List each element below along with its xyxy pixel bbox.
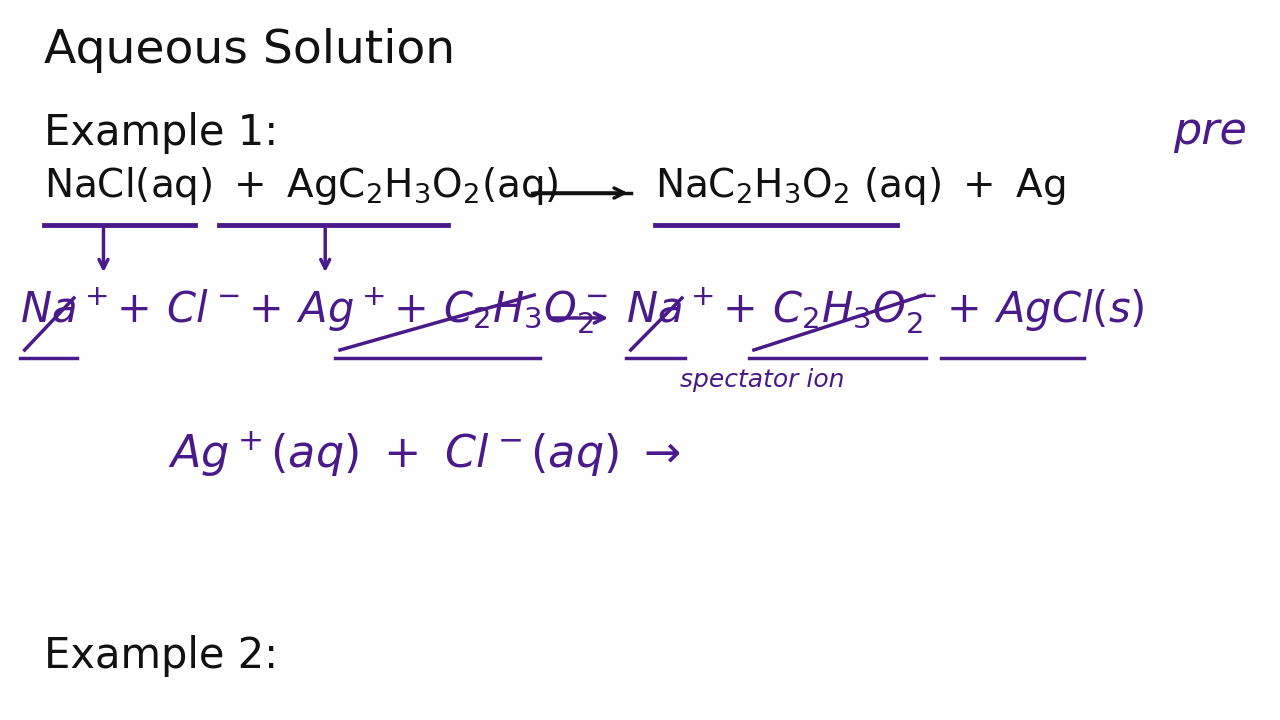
Text: $\mathrm{NaC_2H_3O_2\ (aq)\ +\ Ag}$: $\mathrm{NaC_2H_3O_2\ (aq)\ +\ Ag}$ xyxy=(655,165,1065,207)
Text: pre: pre xyxy=(1172,110,1247,153)
Text: Example 1:: Example 1: xyxy=(45,112,279,154)
Text: $\mathit{Ag^+(aq)\ +\ Cl^-(aq)\ \rightarrow}$: $\mathit{Ag^+(aq)\ +\ Cl^-(aq)\ \rightar… xyxy=(168,430,681,480)
Text: Example 2:: Example 2: xyxy=(45,635,279,677)
Text: spectator ion: spectator ion xyxy=(680,368,845,392)
Text: Aqueous Solution: Aqueous Solution xyxy=(45,28,456,73)
Text: $\mathit{Na^+\!+\,C_2H_3O_2^-\!+\,AgCl(s)}$: $\mathit{Na^+\!+\,C_2H_3O_2^-\!+\,AgCl(s… xyxy=(626,285,1144,336)
Text: $\mathrm{NaCl(aq)\ +\ AgC_2H_3O_2(aq)}$: $\mathrm{NaCl(aq)\ +\ AgC_2H_3O_2(aq)}$ xyxy=(45,165,559,207)
Text: $\mathit{Na^+\!+\,Cl^-\!+\,Ag^+\!+\,C_2H_3O_2^-}$: $\mathit{Na^+\!+\,Cl^-\!+\,Ag^+\!+\,C_2H… xyxy=(19,285,608,336)
